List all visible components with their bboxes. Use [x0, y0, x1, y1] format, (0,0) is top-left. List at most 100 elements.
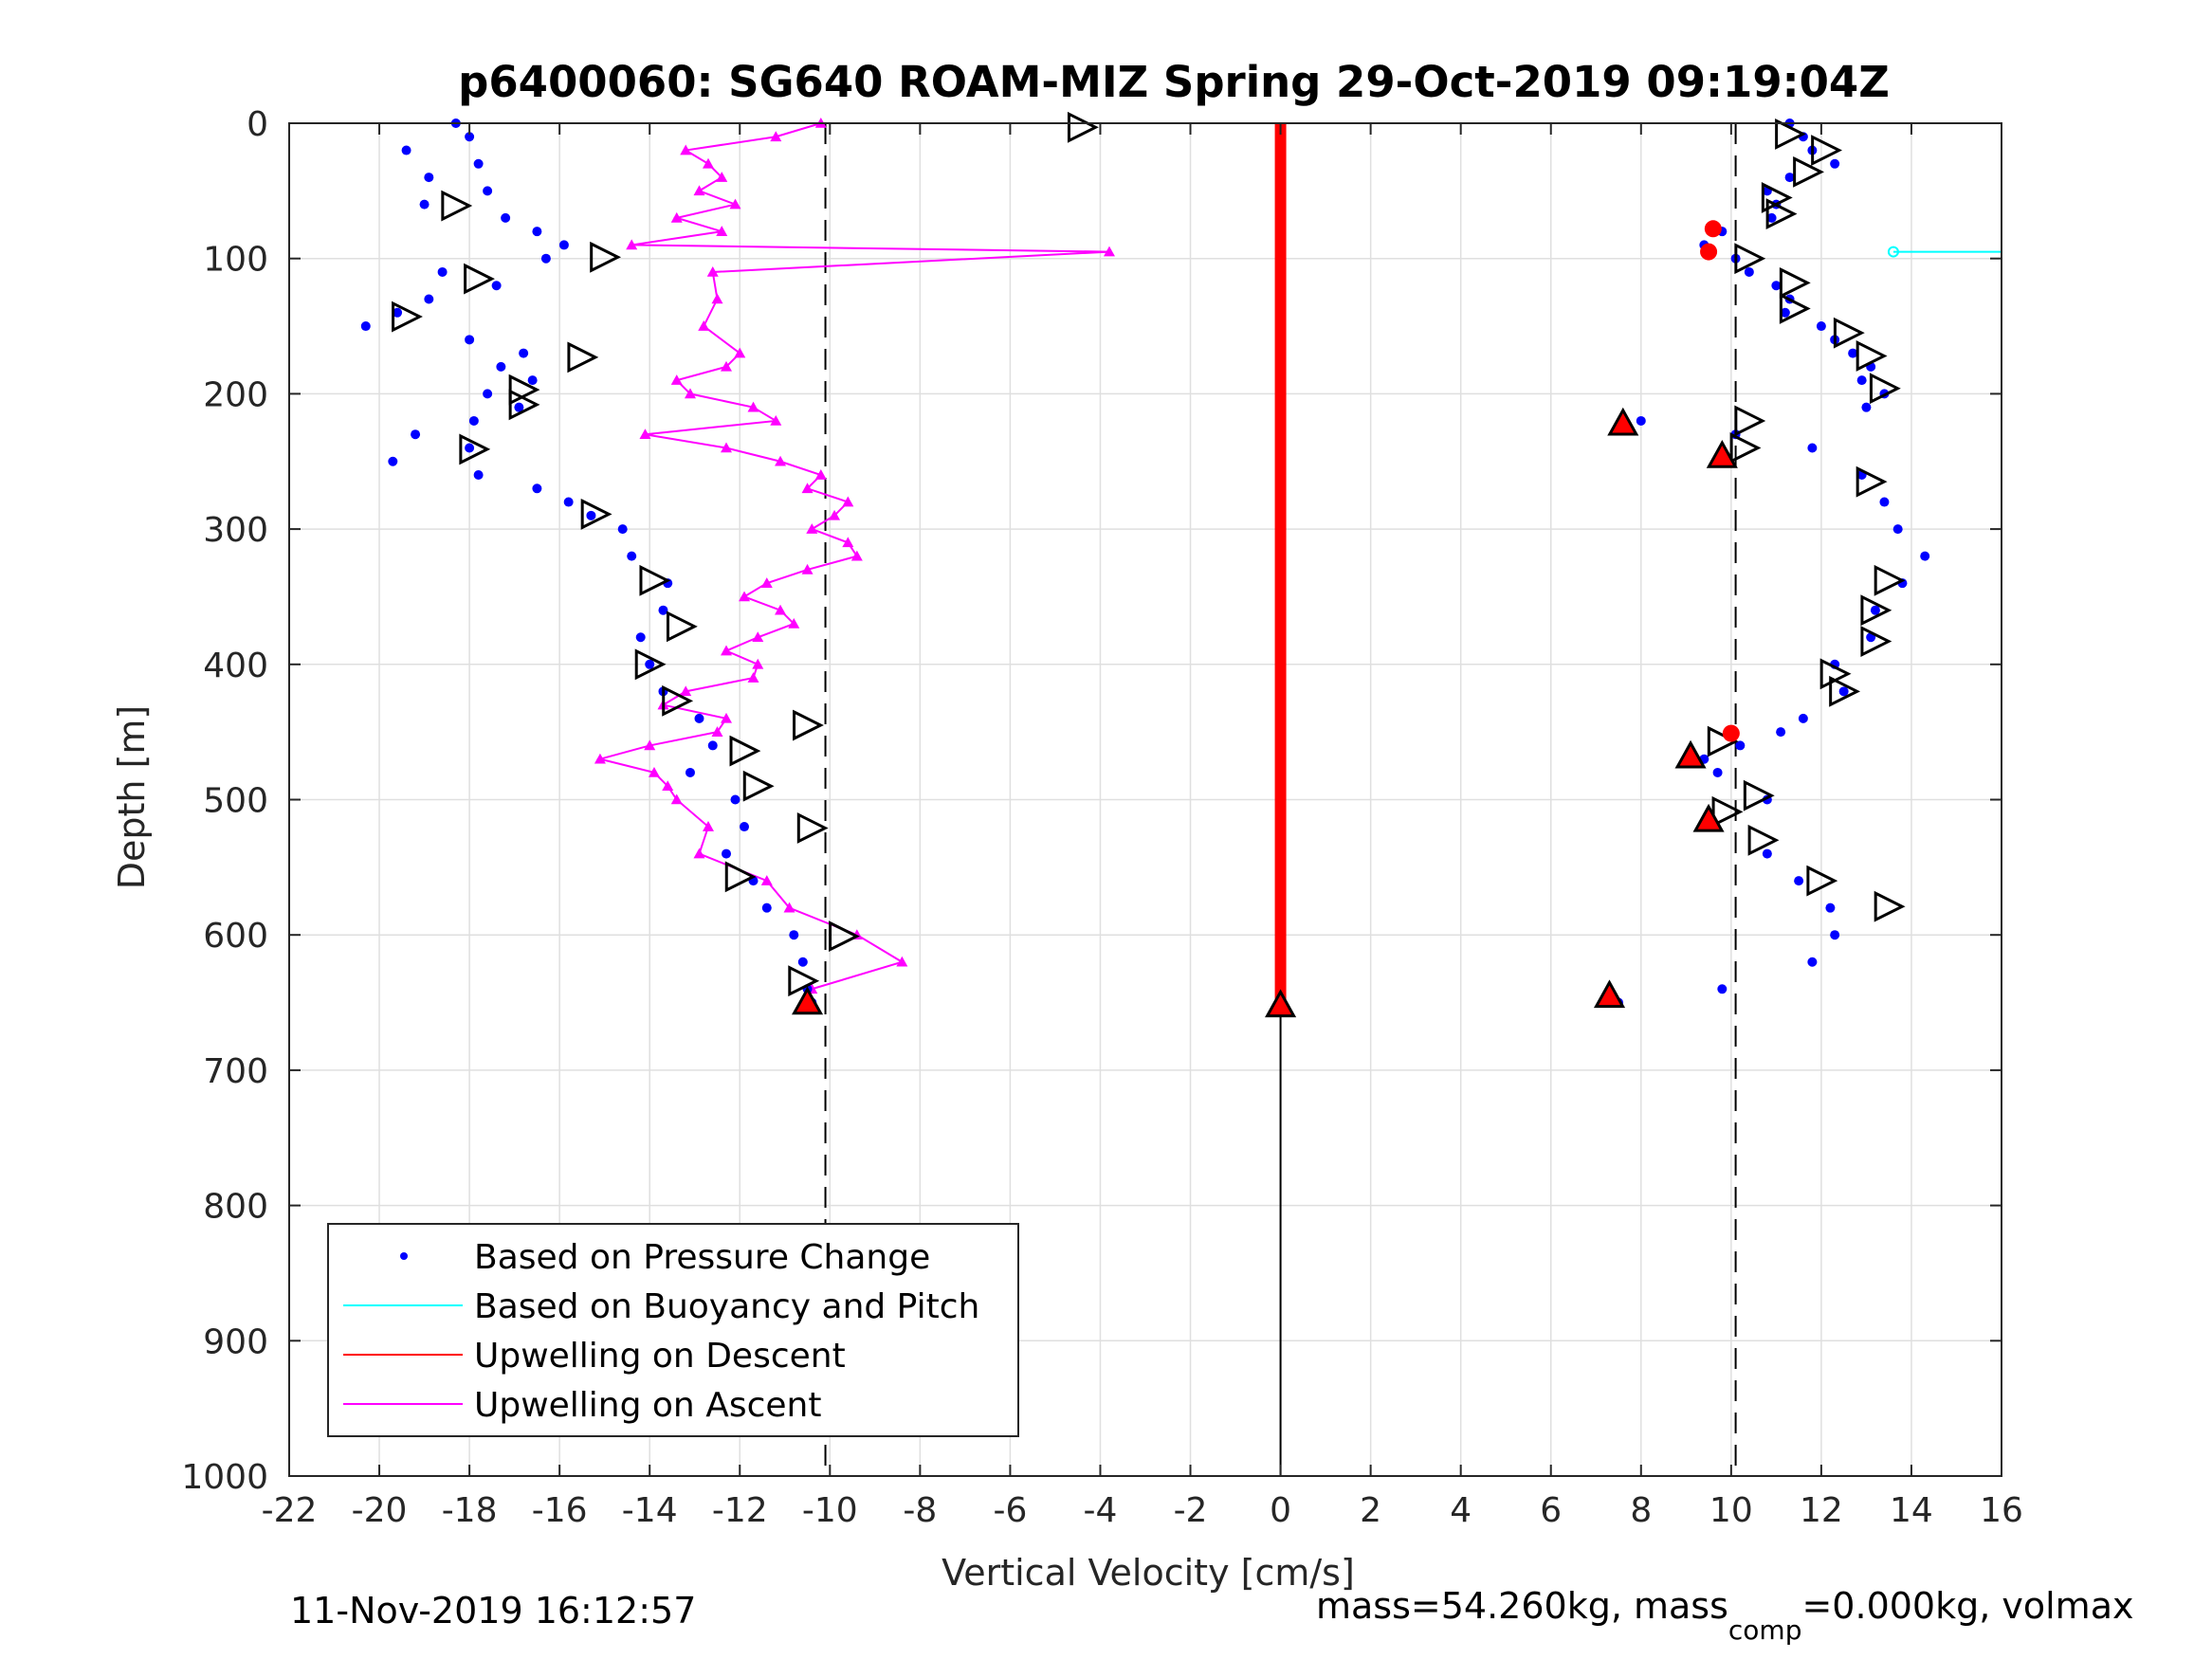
pressure-change-point: [473, 470, 484, 481]
upwelling-ascent-point: [670, 793, 683, 805]
x-tick-label: -14: [622, 1491, 678, 1530]
legend: Based on Pressure Change Based on Buoyanc…: [327, 1223, 1019, 1437]
open-triangle-marker: [829, 921, 860, 953]
pressure-change-point: [1825, 902, 1836, 913]
upwelling-ascent-point: [693, 185, 705, 196]
legend-entry: Upwelling on Descent: [474, 1337, 846, 1376]
pressure-change-point: [540, 253, 551, 264]
pressure-change-point: [685, 767, 695, 777]
upwelling-ascent-point: [1103, 246, 1115, 257]
pressure-change-point: [730, 794, 740, 805]
pressure-change-point: [496, 361, 506, 372]
pressure-change-point: [1892, 524, 1903, 535]
upwelling-ascent-point: [594, 753, 606, 764]
y-tick-label: 600: [203, 917, 268, 956]
upwelling-ascent-point: [752, 658, 764, 669]
open-triangle-marker: [666, 611, 698, 643]
red-circle-marker: [1700, 243, 1718, 261]
x-tick-label: -2: [1174, 1491, 1208, 1530]
pressure-change-point: [501, 212, 511, 223]
red-triangle-marker: [1593, 979, 1626, 1009]
pressure-change-point: [483, 186, 493, 196]
x-tick-label: 16: [1980, 1491, 2023, 1530]
upwelling-ascent-point: [721, 645, 733, 656]
pressure-change-point: [419, 199, 430, 210]
pressure-change-point: [437, 266, 448, 277]
buoyancy-pitch-point: [1887, 246, 1899, 258]
plot-frame: [288, 122, 2002, 1477]
y-tick-label: 400: [203, 647, 268, 685]
red-triangle-marker: [792, 986, 824, 1015]
pressure-change-point: [563, 497, 574, 507]
upwelling-ascent-point: [716, 172, 728, 182]
upwelling-ascent-point: [702, 157, 714, 169]
pressure-change-point: [1838, 686, 1849, 697]
pressure-change-point: [424, 173, 434, 183]
x-tick-label: -4: [1084, 1491, 1118, 1530]
pressure-change-point: [586, 510, 596, 520]
pressure-change-point: [1816, 321, 1826, 332]
pressure-change-point: [1780, 307, 1790, 318]
legend-entry: Based on Pressure Change: [474, 1238, 930, 1277]
red-triangle-marker: [1692, 803, 1725, 832]
pressure-change-point: [532, 483, 542, 494]
upwelling-ascent-point: [747, 401, 759, 412]
pressure-change-point: [519, 348, 529, 358]
pressure-change-point: [1744, 266, 1754, 277]
x-tick-label: -16: [532, 1491, 588, 1530]
pressure-change-point: [483, 389, 493, 399]
open-triangle-marker: [724, 861, 757, 893]
pressure-change-point: [473, 158, 484, 169]
pressure-change-point: [694, 713, 704, 723]
upwelling-ascent-point: [662, 780, 674, 792]
pressure-change-point: [1717, 984, 1728, 994]
axes: -22 -20 -18 -16 -14 -12 -10 -8 -6 -4 -2 0 2 4 6 8 10 12 14…: [181, 105, 2023, 1530]
upwelling-ascent-point: [788, 617, 800, 629]
pressure-change-point: [722, 848, 732, 859]
open-triangle-marker: [508, 389, 540, 421]
open-triangle-marker: [788, 965, 820, 997]
open-triangle-marker: [1806, 865, 1838, 897]
upwelling-ascent-point: [721, 712, 733, 723]
x-tick-label: -12: [712, 1491, 768, 1530]
pressure-change-point: [797, 957, 808, 967]
legend-entry: Upwelling on Ascent: [474, 1386, 821, 1425]
footer-mass-prefix: mass=54.260kg, mass: [1316, 1585, 1728, 1627]
x-tick-label: -8: [903, 1491, 937, 1530]
upwelling-ascent-point: [639, 428, 651, 440]
y-tick-label: 1000: [181, 1458, 268, 1497]
upwelling-ascent-point: [896, 956, 908, 967]
open-triangle-marker: [639, 564, 671, 596]
upwelling-ascent-point: [716, 226, 728, 236]
upwelling-ascent-point: [760, 875, 773, 885]
open-triangle-marker: [634, 648, 667, 681]
pressure-change-point: [1807, 443, 1818, 453]
pressure-change-point: [491, 281, 502, 291]
upwelling-ascent-point: [814, 469, 827, 480]
y-axis-label: Depth [m]: [111, 705, 153, 890]
footer-mass-subscript: comp: [1728, 1614, 1802, 1646]
upwelling-ascent-point: [842, 496, 854, 507]
pressure-change-point: [1771, 281, 1782, 291]
upwelling-ascent-line: [595, 122, 1110, 1004]
upwelling-ascent-point: [644, 739, 656, 751]
open-triangle-marker: [1829, 675, 1861, 707]
pressure-change-point: [465, 335, 475, 345]
upwelling-ascent-point: [760, 577, 773, 588]
pressure-change-point: [627, 551, 637, 561]
open-triangle-marker: [796, 812, 829, 844]
upwelling-ascent-point: [670, 211, 683, 223]
legend-box: [327, 1223, 1019, 1437]
upwelling-ascent-point: [752, 631, 764, 643]
open-triangle-marker: [1729, 432, 1762, 464]
upwelling-ascent-point: [806, 523, 818, 534]
open-triangle-marker: [1874, 890, 1906, 922]
open-triangle-marker: [1779, 293, 1811, 324]
open-triangle-marker: [1860, 626, 1892, 657]
upwelling-ascent-point: [770, 414, 782, 426]
pressure-change-point: [1856, 375, 1867, 386]
y-tick-label: 800: [203, 1188, 268, 1227]
pressure-change-point: [761, 902, 772, 913]
red-circle-marker: [1722, 724, 1740, 742]
y-tick-label: 100: [203, 241, 268, 280]
